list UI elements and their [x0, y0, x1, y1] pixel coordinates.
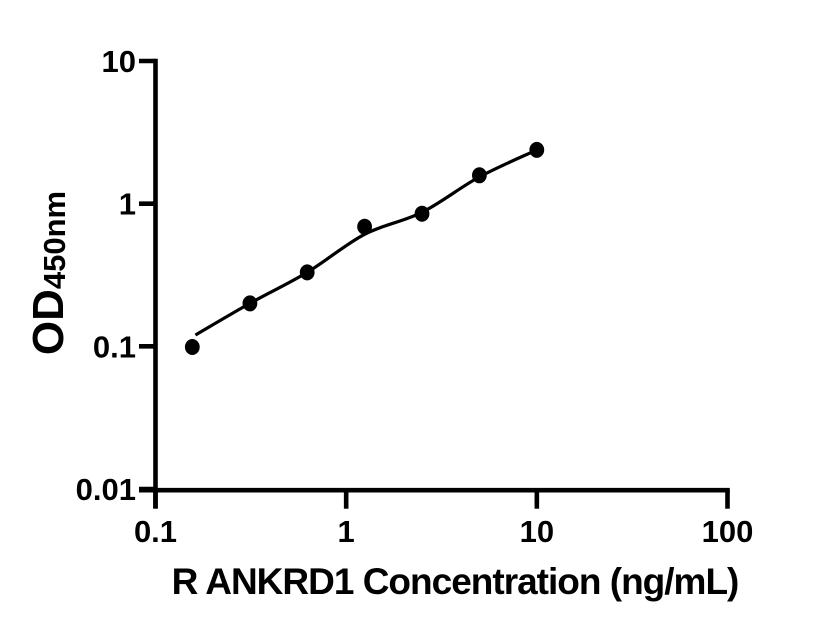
x-tick-label: 0.1	[134, 514, 177, 549]
y-axis-title-main: OD	[24, 289, 73, 355]
y-tick-label: 1	[119, 187, 136, 222]
data-point	[472, 167, 487, 184]
data-point	[242, 295, 258, 312]
data-point	[357, 218, 372, 235]
y-axis-title: OD450nm	[24, 191, 73, 355]
x-axis-title: R ANKRD1 Concentration (ng/mL)	[172, 561, 739, 602]
y-tick-label: 0.01	[76, 472, 136, 507]
data-point	[529, 141, 545, 158]
data-point	[184, 339, 200, 355]
data-layer	[184, 141, 545, 355]
data-point	[299, 264, 315, 281]
y-axis-title-sub: 450nm	[37, 191, 72, 289]
x-tick-label: 100	[702, 514, 754, 549]
x-tick-label: 10	[520, 514, 554, 549]
y-tick-label: 10	[102, 44, 136, 79]
y-tick-label: 0.1	[93, 329, 136, 364]
x-tick-label: 1	[338, 514, 355, 549]
axes-layer: 0.01 0.1 1 10 0.1 1 10 100	[76, 44, 754, 549]
data-point	[414, 205, 430, 222]
